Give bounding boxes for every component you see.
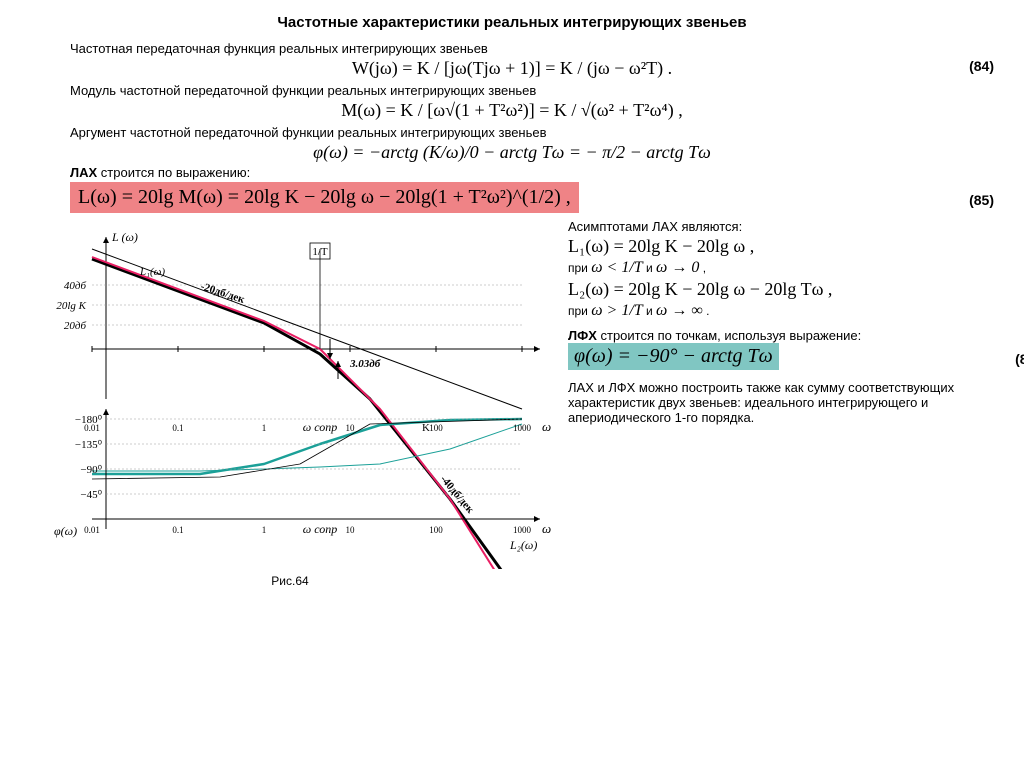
c1e: ,: [703, 261, 706, 275]
eq86-body: φ(ω) = −90° − arctg Tω: [568, 343, 779, 370]
asymp-header: Асимптотами ЛАХ являются:: [568, 219, 1004, 234]
formula-84: W(jω) = K / [jω(Tjω + 1)] = K / (jω − ω²…: [20, 58, 1004, 79]
intro-text-1: Частотная передаточная функция реальных …: [70, 41, 1004, 56]
svg-text:10: 10: [346, 423, 356, 433]
svg-text:0.01: 0.01: [84, 423, 100, 433]
c2a: при: [568, 304, 591, 318]
eqnum-86: (86): [1015, 351, 1024, 367]
intro-text-2: Модуль частотной передаточной функции ре…: [70, 83, 1004, 98]
svg-text:ω сопр: ω сопр: [303, 522, 338, 536]
svg-text:100: 100: [429, 423, 443, 433]
svg-text:K: K: [422, 422, 430, 434]
c1b: ω < 1/T: [591, 259, 642, 276]
lax-b: ЛАХ: [70, 165, 97, 180]
svg-text:ω: ω: [542, 419, 551, 434]
svg-text:φ(ω): φ(ω): [54, 524, 77, 538]
c2e: .: [706, 304, 709, 318]
svg-text:0.1: 0.1: [172, 525, 183, 535]
svg-text:1/T: 1/T: [312, 246, 328, 258]
cond2: при ω > 1/T и ω → ∞ .: [568, 302, 1004, 320]
svg-text:10: 10: [346, 525, 356, 535]
c2b: ω > 1/T: [591, 302, 642, 319]
eqnum-85: (85): [969, 192, 994, 208]
note: ЛАХ и ЛФХ можно построить также как сумм…: [568, 380, 1004, 425]
lfx-label: ЛФХ строится по точкам, используя выраже…: [568, 328, 1004, 343]
formula-86: φ(ω) = −90° − arctg Tω (86): [568, 343, 1004, 370]
formula-M: M(ω) = K / [ω√(1 + T²ω²)] = K / √(ω² + T…: [20, 100, 1004, 121]
svg-text:1000: 1000: [513, 525, 532, 535]
svg-text:100: 100: [429, 525, 443, 535]
svg-text:L (ω): L (ω): [111, 230, 138, 244]
svg-text:−45⁰: −45⁰: [80, 489, 102, 501]
cond1: при ω < 1/T и ω → 0 ,: [568, 259, 1004, 277]
svg-text:1000: 1000: [513, 423, 532, 433]
eq85-body: L(ω) = 20lg M(ω) = 20lg K − 20lg ω − 20l…: [70, 182, 579, 213]
svg-text:1: 1: [262, 423, 267, 433]
svg-text:−90⁰: −90⁰: [80, 464, 102, 476]
svg-text:3.03дб: 3.03дб: [349, 358, 381, 370]
svg-text:20дб: 20дб: [64, 320, 87, 332]
svg-text:ω сопр: ω сопр: [303, 420, 338, 434]
eq-L2: L₂(ω) = 20lg K − 20lg ω − 20lg Tω ,: [568, 279, 1004, 300]
formula-phi: φ(ω) = −arctg (K/ω)/0 − arctg Tω = − π/2…: [20, 142, 1004, 163]
svg-text:20lg K: 20lg K: [56, 300, 86, 312]
bode-chart: 40дб20lg K20дб1/T−180⁰−135⁰−90⁰−45⁰0.010…: [20, 219, 560, 569]
lfx-rest: строится по точкам, используя выражение:: [597, 328, 861, 343]
svg-text:L₂(ω): L₂(ω): [509, 538, 537, 552]
eq-L1: L₁(ω) = 20lg K − 20lg ω ,: [568, 236, 1004, 257]
c1a: при: [568, 261, 591, 275]
svg-text:0.01: 0.01: [84, 525, 100, 535]
c1d: ω → 0: [656, 259, 699, 276]
c2d: ω → ∞: [656, 302, 703, 319]
intro-text-3: Аргумент частотной передаточной функции …: [70, 125, 1004, 140]
svg-text:−135⁰: −135⁰: [75, 439, 103, 451]
lax-label: ЛАХ строится по выражению:: [70, 165, 1004, 180]
svg-text:1: 1: [262, 525, 267, 535]
svg-text:40дб: 40дб: [64, 280, 87, 292]
c1c: и: [646, 261, 656, 275]
eq84-body: W(jω) = K / [jω(Tjω + 1)] = K / (jω − ω²…: [352, 58, 672, 78]
lax-rest: строится по выражению:: [97, 165, 250, 180]
page-title: Частотные характеристики реальных интегр…: [20, 14, 1004, 31]
lfx-b: ЛФХ: [568, 328, 597, 343]
eqnum-84: (84): [969, 58, 994, 74]
c2c: и: [646, 304, 656, 318]
formula-85: L(ω) = 20lg M(ω) = 20lg K − 20lg ω − 20l…: [20, 182, 1004, 213]
figure-caption: Рис.64: [20, 574, 560, 588]
svg-text:ω: ω: [542, 521, 551, 536]
svg-text:L₁(ω): L₁(ω): [139, 266, 165, 278]
svg-text:0.1: 0.1: [172, 423, 183, 433]
